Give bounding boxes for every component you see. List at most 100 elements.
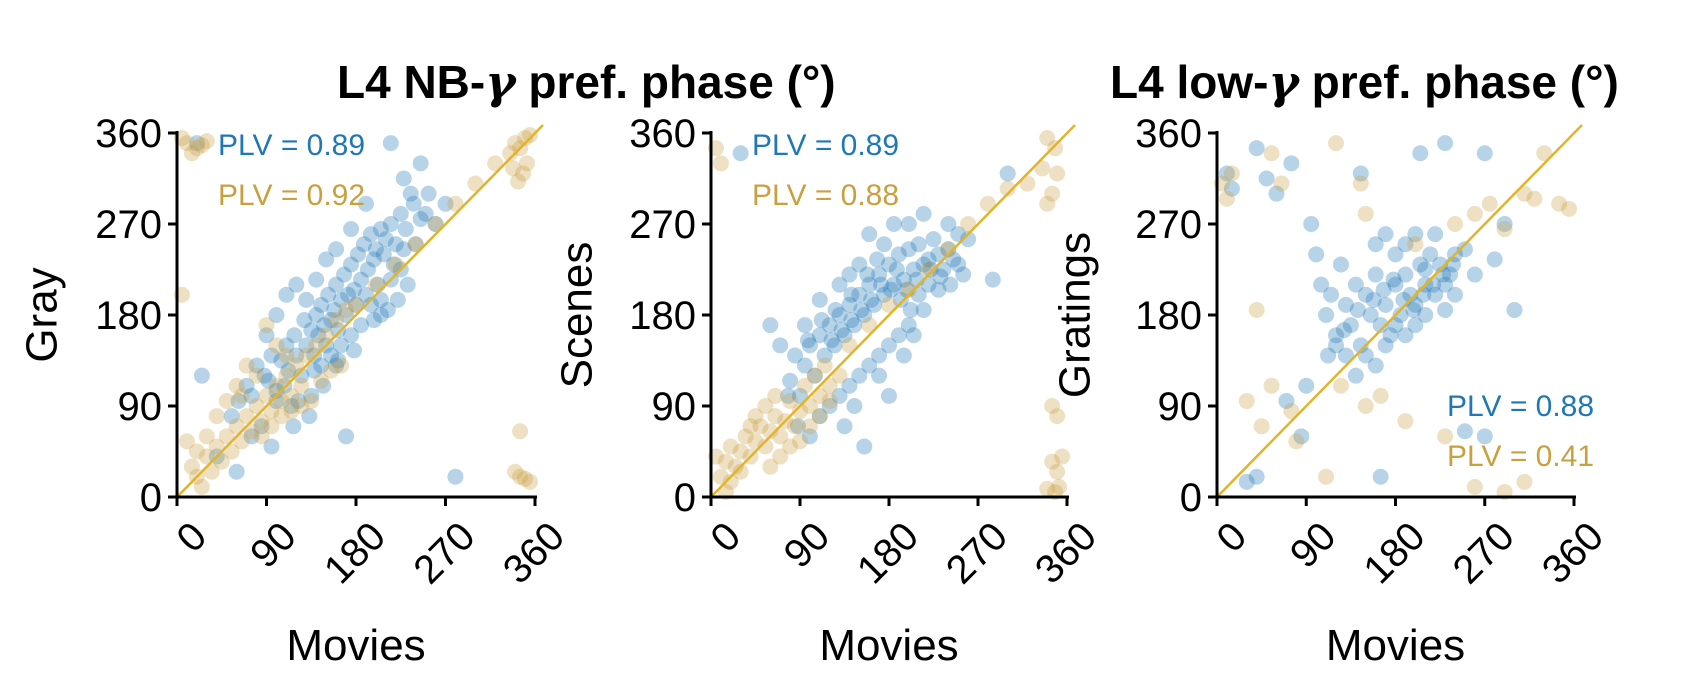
data-point	[895, 347, 912, 364]
data-point	[352, 317, 369, 334]
data-point	[1387, 276, 1404, 293]
data-point	[298, 337, 315, 354]
data-point	[352, 271, 369, 288]
data-point	[1019, 175, 1036, 192]
data-point	[1283, 403, 1300, 420]
data-point	[298, 291, 315, 308]
data-point	[841, 296, 858, 313]
data-point	[762, 317, 779, 334]
data-point	[372, 291, 389, 308]
data-point	[333, 357, 350, 374]
data-point	[1362, 307, 1379, 323]
y-tick-label: 90	[1158, 385, 1203, 429]
data-point	[940, 241, 957, 258]
data-point	[338, 428, 355, 445]
data-point	[1432, 256, 1449, 273]
data-point	[1320, 347, 1337, 364]
data-point	[467, 175, 484, 192]
data-point	[727, 458, 744, 475]
data-point	[522, 473, 539, 490]
data-point	[253, 428, 270, 445]
data-point	[885, 216, 902, 232]
x-tick-label: 180	[849, 514, 927, 592]
data-point	[420, 185, 437, 202]
data-point	[382, 135, 399, 152]
data-point	[1397, 236, 1414, 253]
data-point	[427, 216, 444, 232]
data-point	[841, 377, 858, 394]
data-point	[960, 231, 977, 248]
x-axis-label: Movies	[1326, 621, 1465, 670]
data-point	[313, 357, 330, 374]
data-point	[278, 337, 295, 354]
data-point	[910, 286, 927, 303]
plv-annotation: PLV = 0.88	[1447, 390, 1594, 423]
data-point	[273, 352, 290, 369]
plv-annotation: PLV = 0.88	[752, 179, 899, 212]
data-point	[417, 205, 434, 222]
data-point	[343, 221, 360, 238]
data-point	[1407, 226, 1424, 243]
data-point	[1377, 337, 1394, 354]
data-point	[920, 261, 937, 278]
data-point	[193, 478, 210, 495]
x-tick-label: 180	[1355, 514, 1433, 592]
y-tick-label: 180	[1135, 294, 1202, 338]
data-point	[950, 256, 967, 273]
data-point	[293, 398, 310, 414]
data-point	[402, 185, 419, 202]
data-point	[767, 387, 784, 404]
data-point	[876, 236, 893, 253]
data-point	[801, 418, 818, 435]
data-point	[1332, 377, 1349, 394]
data-point	[427, 216, 444, 232]
data-point	[772, 448, 789, 465]
data-point	[792, 387, 808, 404]
data-point	[333, 291, 350, 308]
data-point	[1349, 301, 1366, 318]
data-point	[253, 418, 270, 435]
data-point	[258, 317, 275, 334]
data-point	[863, 291, 880, 308]
x-tick-label: 360	[495, 514, 573, 592]
data-point	[288, 357, 305, 374]
data-point	[821, 317, 838, 334]
data-point	[447, 195, 464, 212]
data-point	[796, 317, 813, 334]
data-point	[1357, 286, 1374, 303]
y-tick-label: 0	[674, 476, 696, 520]
x-tick-label: 360	[1534, 514, 1612, 592]
data-point	[856, 438, 873, 455]
data-point	[328, 276, 345, 293]
data-point	[515, 165, 532, 182]
data-point	[1427, 226, 1444, 243]
data-point	[379, 301, 396, 318]
data-point	[871, 347, 888, 364]
data-point	[365, 312, 382, 329]
data-point	[1385, 271, 1402, 288]
data-point	[841, 337, 858, 354]
data-point	[1516, 473, 1533, 490]
data-point	[882, 281, 899, 298]
data-point	[1342, 317, 1359, 334]
data-point	[223, 408, 240, 425]
data-point	[1382, 327, 1399, 344]
data-point	[1347, 276, 1364, 293]
plv-annotation: PLV = 0.89	[752, 129, 899, 162]
data-point	[1536, 145, 1553, 162]
data-point	[762, 423, 779, 440]
data-point	[1328, 327, 1344, 344]
x-tick-label: 270	[405, 514, 483, 592]
x-tick-label: 90	[776, 514, 839, 577]
data-point	[780, 387, 797, 404]
data-point	[881, 387, 897, 404]
data-point	[1407, 296, 1424, 313]
data-point	[900, 281, 917, 298]
data-point	[507, 135, 524, 152]
data-point	[293, 367, 310, 384]
data-point	[895, 271, 912, 288]
data-point	[193, 137, 210, 154]
data-point	[333, 337, 350, 354]
data-point	[843, 312, 860, 329]
